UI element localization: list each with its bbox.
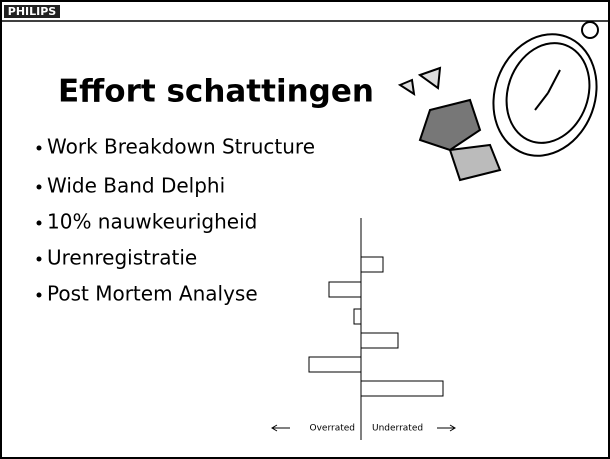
slide: PHILIPS Effort schattingen Work Breakdow… (0, 0, 610, 459)
bullet-dot (37, 257, 42, 262)
bullet-text: Urenregistratie (47, 246, 197, 270)
bullet-text: Wide Band Delphi (47, 174, 225, 198)
bar (361, 257, 383, 272)
right-label: Underrated (372, 424, 423, 434)
bullet-dot (37, 185, 42, 190)
bar (309, 357, 361, 372)
bar (329, 282, 361, 297)
left-label: Overrated (310, 424, 355, 434)
bullet-dot (37, 221, 42, 226)
bar (361, 381, 443, 396)
bullet-text: 10% nauwkeurigheid (47, 210, 257, 234)
slide-title: Effort schattingen (58, 74, 374, 110)
bar (354, 309, 361, 324)
bullet-text: Work Breakdown Structure (47, 135, 315, 159)
bar (361, 333, 398, 348)
bullet-dot (37, 146, 42, 151)
bullet-text: Post Mortem Analyse (47, 282, 258, 306)
bullet-dot (37, 293, 42, 298)
logo: PHILIPS (8, 5, 57, 18)
slide-canvas: PHILIPS Effort schattingen Work Breakdow… (0, 0, 610, 459)
